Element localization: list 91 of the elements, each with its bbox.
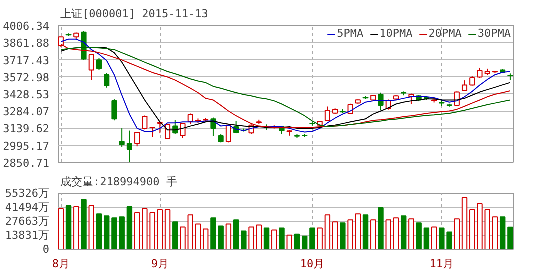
bar (370, 220, 376, 250)
bar (66, 205, 72, 250)
chart-title: 上证[000001] 2015-11-13 (60, 8, 208, 20)
candlestick (226, 124, 232, 144)
y-tick-label: 2850.71 (3, 157, 50, 170)
bar (226, 224, 232, 250)
candlestick (150, 126, 156, 138)
bar (416, 222, 422, 250)
candlestick (470, 76, 476, 86)
y-tick-label: 55326万 (5, 187, 50, 200)
y-tick-label: 3861.88 (3, 37, 50, 50)
bar (408, 218, 414, 250)
y-tick-label: 3572.98 (3, 71, 50, 84)
y-tick-label: 4006.34 (3, 20, 50, 33)
bar (202, 228, 209, 250)
bar (272, 230, 278, 250)
y-tick-label: 27663万 (5, 215, 50, 228)
candlestick (104, 72, 110, 88)
bar (164, 210, 171, 250)
bar (508, 226, 514, 250)
legend-label: 20PMA (428, 27, 462, 40)
bar (302, 236, 308, 250)
candlestick (180, 122, 186, 139)
y-tick-label: 13831万 (5, 229, 50, 242)
bar (286, 234, 292, 250)
bar (279, 228, 285, 250)
bar (294, 234, 300, 250)
candlestick (126, 130, 132, 162)
bar (264, 228, 270, 250)
candlestick (119, 128, 125, 148)
y-tick-label: 3139.62 (3, 122, 50, 136)
y-tick-label: 0 (42, 243, 50, 256)
bar (332, 222, 338, 250)
candlestick (477, 67, 483, 79)
bar (188, 214, 194, 250)
bar (195, 224, 202, 250)
bar (340, 222, 346, 250)
candlestick (324, 106, 330, 122)
bar (324, 214, 331, 250)
bar (157, 210, 164, 250)
bar (241, 230, 247, 250)
x-tick-label: 9月 (151, 258, 169, 270)
bar (256, 224, 262, 250)
bar (431, 226, 438, 250)
bar (362, 214, 369, 250)
candlestick (134, 132, 140, 148)
bar (126, 206, 133, 250)
candlestick (462, 80, 468, 92)
bar (492, 216, 498, 250)
candlestick (188, 113, 194, 125)
bar (310, 228, 316, 250)
bar (378, 208, 384, 250)
bar (462, 197, 468, 250)
candlestick (378, 92, 384, 111)
chart-title: 成交量:218994900 手 (60, 176, 178, 188)
bar (400, 216, 407, 250)
bar (134, 212, 140, 250)
bar (393, 218, 400, 250)
candlestick (112, 99, 118, 122)
bar (317, 228, 323, 250)
y-tick-label: 3428.53 (3, 88, 50, 102)
bar (470, 210, 476, 250)
y-tick-label: 41494万 (5, 201, 50, 214)
y-tick-label: 3717.43 (3, 54, 50, 68)
legend-label: 5PMA (337, 27, 364, 40)
legend-label: 10PMA (380, 27, 413, 40)
bar (96, 214, 102, 250)
bar (180, 226, 186, 250)
x-tick-label: 11月 (430, 258, 454, 270)
bar (74, 206, 80, 250)
bar (233, 220, 240, 250)
bar (424, 228, 430, 250)
x-tick-label: 8月 (52, 258, 70, 270)
legend-label: 30PMA (478, 27, 511, 40)
bar (104, 216, 110, 250)
y-tick-label: 2995.17 (3, 140, 50, 153)
y-tick-label: 3284.07 (3, 106, 50, 119)
candlestick (88, 54, 94, 81)
bar (386, 220, 392, 250)
bar (500, 216, 506, 250)
bar (348, 220, 354, 250)
candlestick (142, 115, 148, 130)
bar (454, 218, 460, 250)
bar (58, 208, 64, 250)
bar (81, 199, 87, 250)
bar (172, 222, 178, 250)
bar (248, 226, 254, 250)
bar (88, 205, 94, 250)
candlestick (96, 58, 102, 71)
bar (355, 214, 362, 250)
x-tick-label: 10月 (300, 258, 325, 270)
